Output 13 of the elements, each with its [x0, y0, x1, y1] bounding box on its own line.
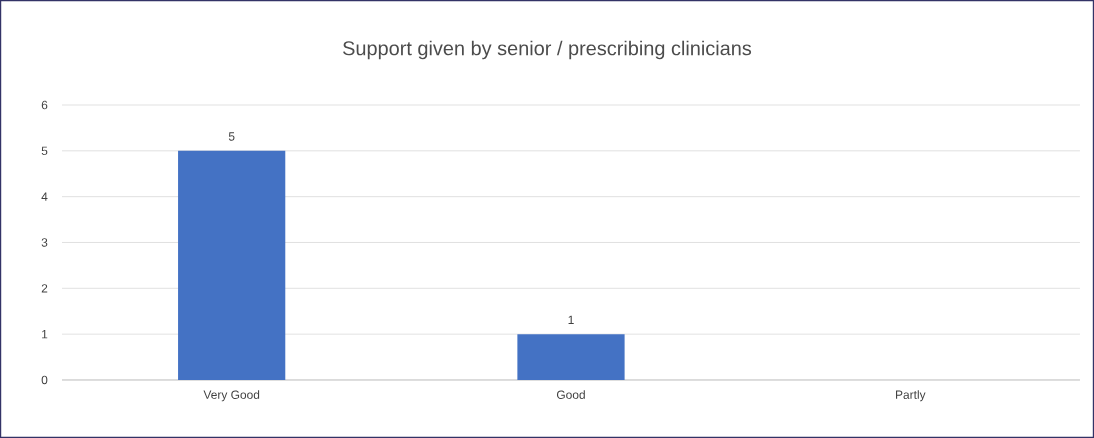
y-tick-label: 5	[41, 146, 48, 155]
chart-title: Support given by senior / prescribing clinicians	[343, 40, 752, 60]
x-tick-label: Very Good	[203, 390, 260, 402]
y-tick-label: 2	[41, 284, 48, 293]
x-tick-label: Partly	[896, 390, 926, 402]
y-tick-label: 1	[42, 330, 48, 339]
y-tick-label: 3	[41, 238, 48, 247]
x-tick-label: Good	[556, 390, 585, 399]
y-tick-label: 0	[41, 375, 48, 385]
y-tick-label: 6	[41, 100, 48, 110]
y-tick-label: 4	[41, 192, 48, 201]
data-label: 1	[568, 315, 574, 324]
data-label: 5	[228, 132, 235, 141]
